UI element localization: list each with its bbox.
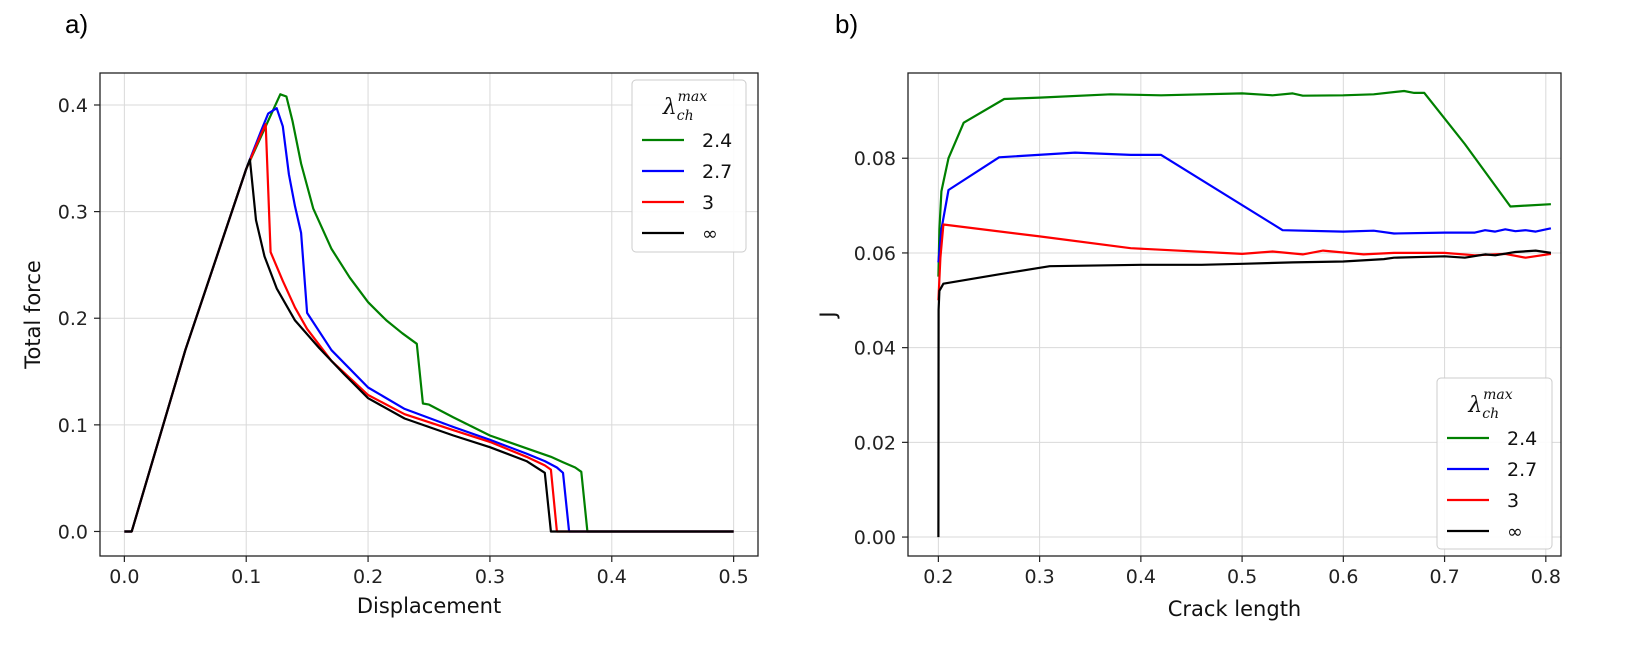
y-tick-label: 0.06 — [854, 243, 896, 265]
series-line-3 — [937, 223, 1552, 301]
y-axis-label: J — [816, 311, 840, 319]
legend-label-3: 3 — [702, 192, 714, 214]
chart-displacement-force: 0.0 0.1 0.2 0.3 0.4 0.5 0.0 0.1 0.2 0.3 0.4 Displac… — [21, 72, 759, 618]
series-line-4 — [937, 249, 1552, 538]
y-tick-label: 0.08 — [854, 148, 896, 170]
y-axis-label: Total force — [21, 260, 45, 370]
x-axis-label: Crack length — [1168, 597, 1302, 621]
panel-label-a: a) — [65, 9, 88, 39]
chart-crack-length-j: 0.2 0.3 0.4 0.5 0.6 0.7 0.8 0.00 0.02 0.04 0.06 0.0… — [816, 72, 1562, 621]
y-tick-label: 0.4 — [58, 95, 88, 117]
x-tick-label: 0.3 — [475, 566, 505, 588]
legend-label-4: ∞ — [702, 223, 718, 245]
legend-label-1: 2.4 — [702, 130, 732, 152]
y-tick-label: 0.1 — [58, 415, 88, 437]
y-tick-label: 0.04 — [854, 338, 896, 360]
legend-title: λchmax — [1467, 387, 1512, 422]
legend-label-4: ∞ — [1507, 521, 1523, 543]
x-tick-label: 0.3 — [1025, 566, 1055, 588]
panel-label-b: b) — [835, 9, 858, 39]
legend-label-2: 2.7 — [702, 161, 732, 183]
series-line-1 — [124, 93, 734, 533]
x-tick-label: 0.8 — [1531, 566, 1561, 588]
plot-frame — [907, 72, 1562, 557]
legend-label-3: 3 — [1507, 490, 1519, 512]
y-tick-label: 0.3 — [58, 202, 88, 224]
x-tick-label: 0.7 — [1429, 566, 1459, 588]
series-line-2 — [937, 151, 1552, 263]
legend: λchmax 2.4 2.7 3 ∞ — [631, 79, 747, 253]
legend-title: λchmax — [662, 89, 707, 124]
legend: λchmax 2.4 2.7 3 ∞ — [1436, 377, 1553, 550]
plot-frame — [99, 72, 759, 557]
legend-label-1: 2.4 — [1507, 428, 1537, 450]
x-tick-label: 0.2 — [353, 566, 383, 588]
x-tick-label: 0.5 — [1227, 566, 1257, 588]
y-tick-label: 0.0 — [58, 521, 88, 543]
x-tick-label: 0.1 — [231, 566, 261, 588]
x-tick-label: 0.6 — [1328, 566, 1358, 588]
y-tick-label: 0.2 — [58, 308, 88, 330]
x-axis-label: Displacement — [357, 594, 501, 618]
x-tick-label: 0.4 — [1126, 566, 1156, 588]
series-line-4 — [124, 158, 734, 533]
x-tick-label: 0.4 — [597, 566, 627, 588]
legend-label-2: 2.7 — [1507, 459, 1537, 481]
series-line-1 — [937, 89, 1551, 277]
y-tick-label: 0.02 — [854, 432, 896, 454]
x-tick-label: 0.0 — [109, 566, 139, 588]
x-tick-label: 0.5 — [719, 566, 749, 588]
x-tick-label: 0.2 — [923, 566, 953, 588]
y-tick-label: 0.00 — [854, 527, 896, 549]
